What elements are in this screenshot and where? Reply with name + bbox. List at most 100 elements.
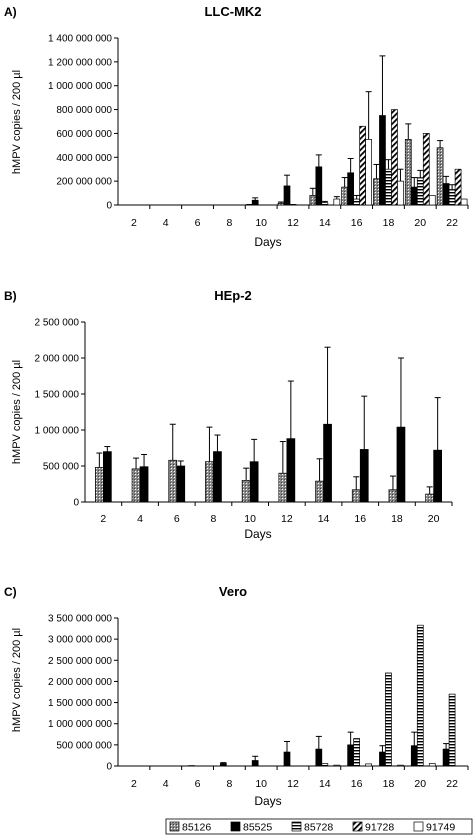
x-tick-label: 18 bbox=[391, 513, 403, 525]
x-tick-label: 6 bbox=[174, 513, 180, 525]
bar-85126-day-12 bbox=[278, 472, 288, 503]
plot-area: 0 500 000 1 000 000 1 500 000 2 000 000 2 500… bbox=[35, 318, 453, 525]
legend-box bbox=[165, 818, 473, 835]
bar-85728-day-20 bbox=[416, 177, 424, 206]
bar-91749-day-20 bbox=[428, 763, 436, 767]
bar-85525-day-18 bbox=[396, 426, 406, 503]
panel-label: C) bbox=[4, 585, 17, 599]
bar-85525-day-8 bbox=[213, 451, 222, 503]
chart-title: HEp-2 bbox=[214, 288, 252, 303]
bar-85525-day-10 bbox=[251, 760, 259, 767]
legend-label-91728: 91728 bbox=[365, 822, 394, 834]
y-tick-label: 600 000 000 bbox=[56, 129, 112, 140]
x-tick-label: 14 bbox=[318, 513, 330, 525]
bar-85525-day-8 bbox=[220, 763, 227, 767]
bar-85126-day-10 bbox=[241, 480, 251, 503]
x-tick-label: 18 bbox=[383, 217, 395, 229]
x-tick-label: 20 bbox=[414, 217, 426, 229]
bar-85525-day-12 bbox=[286, 438, 296, 503]
bar-85728-day-14 bbox=[321, 763, 329, 767]
x-tick-label: 10 bbox=[255, 778, 267, 790]
legend-swatch-85728 bbox=[291, 821, 302, 832]
y-tick-label: 2 500 000 bbox=[35, 318, 80, 329]
bar-85525-day-14 bbox=[315, 166, 323, 206]
bar-85728-day-12 bbox=[289, 204, 297, 206]
y-tick-label: 1 000 000 bbox=[35, 426, 80, 437]
y-tick-label: 2 000 000 bbox=[35, 354, 80, 365]
bar-85525-day-10 bbox=[251, 199, 259, 206]
bar-85126-day-8 bbox=[205, 461, 214, 503]
x-tick-label: 8 bbox=[226, 217, 232, 229]
bar-85525-day-4 bbox=[139, 466, 149, 503]
x-axis-label: Days bbox=[254, 794, 281, 808]
x-tick-label: 12 bbox=[281, 513, 293, 525]
bar-85728-day-14 bbox=[321, 202, 329, 206]
bar-91728-day-22 bbox=[454, 168, 462, 206]
bar-85525-day-6 bbox=[176, 465, 186, 503]
chart-title: Vero bbox=[219, 584, 247, 599]
x-tick-label: 8 bbox=[211, 513, 217, 525]
bar-85728-day-22 bbox=[448, 693, 456, 767]
x-tick-label: 4 bbox=[163, 778, 169, 790]
bar-85728-day-22 bbox=[448, 189, 456, 206]
x-tick-label: 2 bbox=[131, 778, 137, 790]
legend-label-85525: 85525 bbox=[243, 822, 272, 834]
x-tick-label: 16 bbox=[351, 778, 363, 790]
y-tick-label: 3 500 000 000 bbox=[48, 614, 112, 625]
y-axis-label: hMPV copies / 200 µl bbox=[11, 628, 23, 732]
bar-91749-day-14 bbox=[333, 198, 341, 206]
y-tick-label: 0 bbox=[106, 201, 112, 212]
bar-85525-day-16 bbox=[347, 172, 354, 206]
panel-hep-2: B) HEp-2 hMPV copies / 200 µl Days 0 500 … bbox=[4, 288, 453, 541]
x-tick-label: 18 bbox=[383, 778, 395, 790]
bar-91749-day-14 bbox=[333, 764, 341, 767]
bar-85525-day-20 bbox=[410, 186, 418, 206]
y-tick-label: 2 500 000 000 bbox=[48, 656, 112, 667]
x-axis-label: Days bbox=[254, 235, 281, 249]
x-tick-label: 4 bbox=[163, 217, 169, 229]
bar-85525-day-20 bbox=[410, 745, 418, 767]
bar-85126-day-18 bbox=[388, 489, 398, 503]
y-tick-label: 1 500 000 000 bbox=[48, 698, 112, 709]
bar-85126-day-20 bbox=[404, 139, 412, 206]
x-tick-label: 14 bbox=[319, 217, 331, 229]
legend-swatch-85126 bbox=[169, 821, 180, 832]
y-tick-label: 2 000 000 000 bbox=[48, 677, 112, 688]
bar-85126-day-2 bbox=[94, 467, 104, 503]
bar-85126-day-14 bbox=[309, 195, 317, 206]
bar-91728-day-18 bbox=[391, 109, 398, 206]
x-tick-label: 22 bbox=[446, 778, 458, 790]
y-tick-label: 0 bbox=[106, 762, 112, 773]
chart-title: LLC-MK2 bbox=[204, 4, 261, 19]
x-tick-label: 12 bbox=[287, 217, 299, 229]
bar-85728-day-20 bbox=[416, 624, 424, 767]
y-tick-label: 500 000 bbox=[43, 462, 80, 473]
panel-llc-mk2: A) LLC-MK2 hMPV copies / 200 µl Days 0 20… bbox=[4, 4, 469, 249]
y-axis-label: hMPV copies / 200 µl bbox=[11, 70, 23, 174]
bar-85525-day-20 bbox=[433, 449, 442, 503]
x-tick-label: 10 bbox=[255, 217, 267, 229]
y-tick-label: 1 000 000 000 bbox=[48, 719, 112, 730]
bar-85525-day-18 bbox=[379, 115, 386, 206]
legend-swatch-91728 bbox=[352, 821, 363, 832]
x-tick-label: 20 bbox=[414, 778, 426, 790]
x-tick-label: 20 bbox=[428, 513, 440, 525]
plot-area: 0 200 000 000 400 000 000 600 000 000 800 00… bbox=[48, 34, 469, 229]
bar-85126-day-16 bbox=[351, 489, 361, 503]
y-tick-label: 3 000 000 000 bbox=[48, 635, 112, 646]
bar-91749-day-20 bbox=[428, 195, 436, 206]
y-tick-label: 500 000 000 bbox=[56, 740, 112, 751]
bar-85525-day-16 bbox=[359, 449, 369, 503]
bar-91728-day-20 bbox=[422, 133, 430, 206]
bar-85126-day-18 bbox=[373, 178, 380, 206]
x-axis-label: Days bbox=[244, 527, 271, 541]
bar-91749-day-16 bbox=[365, 139, 372, 206]
bar-85525-day-22 bbox=[442, 183, 450, 206]
panel-label: B) bbox=[4, 289, 17, 303]
x-tick-label: 16 bbox=[351, 217, 363, 229]
x-tick-label: 6 bbox=[195, 778, 201, 790]
bar-85126-day-6 bbox=[168, 459, 178, 503]
bar-85728-day-16 bbox=[353, 738, 360, 767]
bar-85728-day-18 bbox=[385, 672, 392, 767]
